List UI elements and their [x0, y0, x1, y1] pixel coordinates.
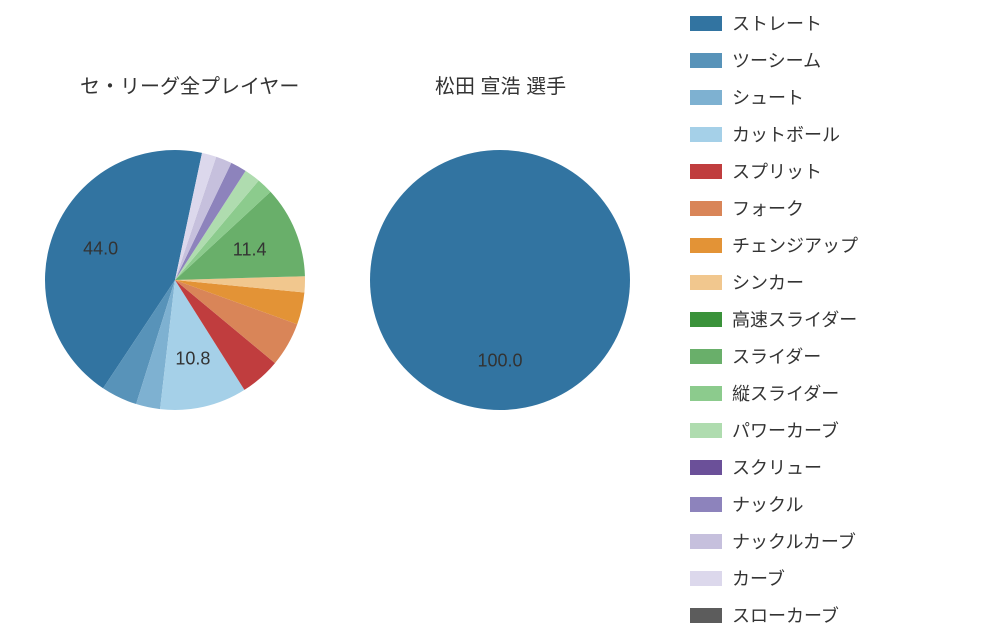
legend-label: 縦スライダー	[732, 380, 839, 406]
legend-swatch	[690, 386, 722, 401]
legend-label: 高速スライダー	[732, 306, 857, 332]
pie-container	[43, 148, 307, 412]
legend-label: スライダー	[732, 343, 821, 369]
pie-slice-label: 44.0	[83, 238, 118, 259]
legend-label: チェンジアップ	[732, 232, 858, 258]
legend-item: チェンジアップ	[690, 232, 990, 258]
legend-item: カットボール	[690, 121, 990, 147]
legend-swatch	[690, 164, 722, 179]
chart-area: セ・リーグ全プレイヤー 44.0 10.8 11.4 松田 宣浩 選手 100.0	[0, 0, 680, 600]
chart-title: セ・リーグ全プレイヤー	[80, 70, 299, 99]
legend-label: シュート	[732, 84, 804, 110]
legend-swatch	[690, 90, 722, 105]
legend-label: カーブ	[732, 565, 785, 591]
pie-slice-label: 11.4	[233, 239, 267, 260]
pie-slice-label: 100.0	[477, 350, 522, 371]
pie-container	[368, 148, 632, 412]
legend-item: ストレート	[690, 10, 990, 36]
legend-item: スライダー	[690, 343, 990, 369]
legend-item: カーブ	[690, 565, 990, 591]
pie-chart	[368, 148, 632, 412]
legend-item: ナックル	[690, 491, 990, 517]
legend-item: スローカーブ	[690, 602, 990, 628]
legend-swatch	[690, 312, 722, 327]
legend-swatch	[690, 53, 722, 68]
legend-swatch	[690, 423, 722, 438]
legend-swatch	[690, 608, 722, 623]
pie-slice-label: 10.8	[175, 348, 210, 369]
legend-item: シンカー	[690, 269, 990, 295]
legend-swatch	[690, 497, 722, 512]
legend-item: ツーシーム	[690, 47, 990, 73]
legend-swatch	[690, 16, 722, 31]
legend-label: フォーク	[732, 195, 804, 221]
pie-chart	[43, 148, 307, 412]
legend-label: スプリット	[732, 158, 822, 184]
legend-swatch	[690, 127, 722, 142]
legend-label: シンカー	[732, 269, 804, 295]
legend-label: ナックルカーブ	[732, 528, 856, 554]
legend: ストレートツーシームシュートカットボールスプリットフォークチェンジアップシンカー…	[690, 0, 990, 639]
legend-swatch	[690, 238, 722, 253]
legend-label: ナックル	[732, 491, 803, 517]
legend-item: 縦スライダー	[690, 380, 990, 406]
legend-item: スクリュー	[690, 454, 990, 480]
legend-item: シュート	[690, 84, 990, 110]
legend-label: ツーシーム	[732, 47, 821, 73]
legend-swatch	[690, 349, 722, 364]
legend-item: 高速スライダー	[690, 306, 990, 332]
legend-label: ストレート	[732, 10, 822, 36]
legend-label: スローカーブ	[732, 602, 839, 628]
legend-label: パワーカーブ	[732, 417, 839, 443]
legend-item: パワーカーブ	[690, 417, 990, 443]
legend-swatch	[690, 201, 722, 216]
chart-title: 松田 宣浩 選手	[435, 70, 566, 99]
legend-swatch	[690, 571, 722, 586]
legend-label: カットボール	[732, 121, 840, 147]
legend-item: ナックルカーブ	[690, 528, 990, 554]
legend-swatch	[690, 460, 722, 475]
legend-label: スクリュー	[732, 454, 822, 480]
legend-swatch	[690, 275, 722, 290]
legend-item: フォーク	[690, 195, 990, 221]
legend-item: スプリット	[690, 158, 990, 184]
legend-swatch	[690, 534, 722, 549]
